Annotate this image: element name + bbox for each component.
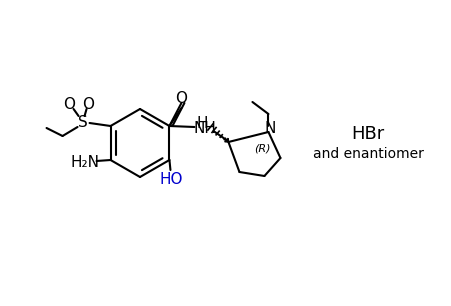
Text: S: S: [78, 114, 87, 129]
Text: and enantiomer: and enantiomer: [312, 147, 423, 161]
Text: H: H: [196, 115, 208, 130]
Text: NH: NH: [193, 121, 216, 136]
Text: (R): (R): [253, 143, 270, 153]
Text: HO: HO: [159, 173, 183, 188]
Text: O: O: [83, 96, 94, 111]
Text: HBr: HBr: [350, 125, 384, 143]
Text: H₂N: H₂N: [70, 155, 99, 170]
Text: O: O: [175, 91, 187, 106]
Text: O: O: [64, 96, 75, 111]
Polygon shape: [224, 138, 228, 142]
Text: N: N: [264, 121, 276, 136]
